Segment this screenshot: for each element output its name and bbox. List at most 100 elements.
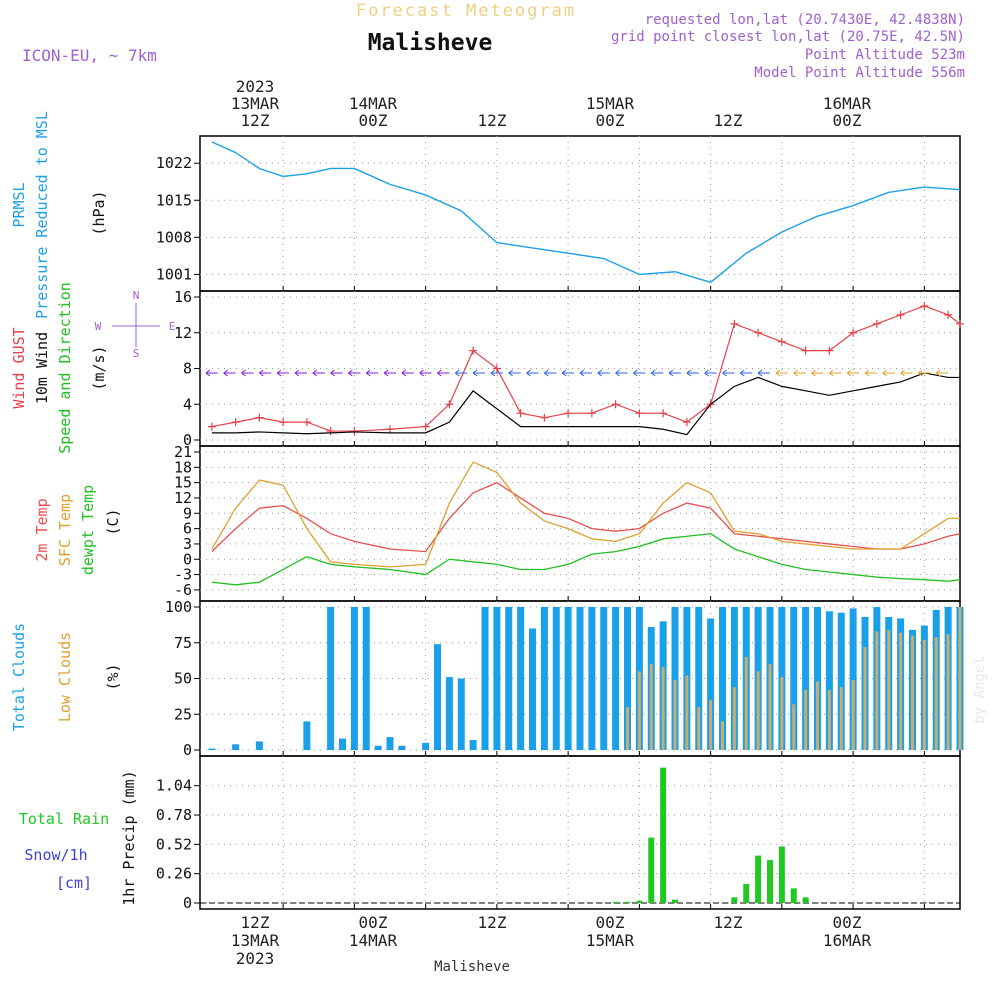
wind-direction-arrow [401, 369, 414, 377]
wind-ytick-label: 12 [174, 324, 192, 342]
wind-direction-arrow [241, 369, 254, 377]
wind-direction-arrow [668, 369, 681, 377]
compass-s: S [133, 347, 140, 360]
wind-label-2: 10m Wind [33, 332, 51, 404]
gust-marker [944, 310, 953, 319]
low-cloud-bar [863, 647, 867, 750]
wind-direction-arrow [544, 369, 557, 377]
total-cloud-bar [208, 748, 216, 750]
total-cloud-bar [232, 744, 240, 750]
total-cloud-bar [576, 607, 584, 750]
temp-ytick-label: -3 [174, 566, 192, 584]
wind-direction-arrow [276, 369, 290, 377]
total-cloud-bar [825, 611, 833, 750]
total-cloud-bar [719, 607, 726, 750]
wind-ytick-label: 4 [183, 395, 192, 413]
rain-bar [802, 897, 809, 903]
total-cloud-bar [552, 607, 560, 750]
gust-marker [350, 427, 359, 436]
prmsl-line [211, 141, 961, 284]
total-cloud-bar [790, 607, 798, 750]
precip-ytick-label: 1.04 [156, 777, 192, 795]
wind-direction-arrow [330, 369, 343, 377]
bottom-year: 2023 [236, 949, 275, 968]
low-cloud-bar [839, 687, 843, 750]
wind-direction-arrow [739, 369, 753, 377]
wind-plot: 0 4 8 12 16 [174, 288, 964, 449]
low-cloud-bar [780, 677, 784, 750]
clouds-ytick-label: 100 [165, 598, 192, 616]
top-year: 2023 [236, 77, 275, 96]
wind-direction-arrow [312, 369, 325, 377]
total-cloud-bar [588, 607, 596, 750]
total-cloud-bar [564, 607, 572, 750]
bottom-label-2-l2: 14MAR [349, 931, 398, 950]
wind-direction-arrow [615, 369, 628, 377]
total-cloud-bar [422, 742, 430, 750]
total-cloud-bar [624, 607, 631, 750]
low-cloud-bar [922, 639, 926, 750]
total-cloud-bar [445, 677, 453, 750]
clouds-ytick-label: 25 [174, 705, 192, 723]
footer-location: Malisheve [434, 959, 510, 975]
rain-bar [624, 901, 631, 903]
wind-direction-arrow [490, 369, 503, 377]
bottom-label-3-l1: 12Z [478, 913, 507, 932]
total-cloud-bar [849, 608, 857, 750]
temp-ytick-label: 3 [183, 535, 192, 553]
top-label-5-l2: 12Z [714, 111, 743, 130]
gridpoint-coords: grid point closest lon,lat (20.75E, 42.5… [611, 29, 965, 45]
top-label-2-l1: 14MAR [349, 94, 398, 113]
total-cloud-bar [469, 739, 477, 750]
gust-marker [492, 364, 501, 373]
temp-ytick-label: 0 [183, 550, 192, 568]
rain-bar [767, 860, 773, 903]
low-cloud-bar [958, 607, 962, 750]
low-cloud-bar [816, 681, 819, 750]
top-label-3-l2: 12Z [478, 111, 507, 130]
pressure-ytick-label: 1015 [156, 191, 192, 209]
temp-ytick-label: 15 [174, 474, 192, 492]
top-label-1-l2: 12Z [241, 111, 270, 130]
precip-label-1: Total Rain [19, 810, 109, 828]
total-cloud-bar [540, 607, 548, 750]
low-cloud-bar [934, 637, 938, 750]
model-label: ICON-EU, ~ 7km [22, 46, 157, 65]
top-label-4-l2: 00Z [596, 111, 625, 130]
gust-marker [611, 400, 620, 409]
compass-icon: N S W E [95, 289, 176, 360]
gust-marker [920, 301, 929, 310]
gust-marker [302, 418, 311, 427]
wind-direction-arrow [775, 369, 788, 377]
bottom-label-6-l2: 16MAR [823, 931, 872, 950]
total-cloud-bar [434, 644, 441, 750]
bottom-label-4-l2: 15MAR [586, 931, 635, 950]
total-cloud-bar [612, 607, 620, 750]
temp-ytick-label: 12 [174, 489, 192, 507]
wind-direction-arrow [205, 369, 218, 377]
temp-ytick-label: 21 [174, 443, 192, 461]
wind-direction-arrow [526, 369, 539, 377]
low-cloud-bar [827, 689, 831, 750]
wind-direction-arrow [900, 369, 913, 377]
gust-marker [730, 319, 739, 328]
total-cloud-bar [481, 607, 489, 750]
top-label-1-l1: 13MAR [231, 94, 280, 113]
wind-ytick-label: 8 [183, 360, 192, 378]
wind-ytick-label: 0 [183, 431, 192, 449]
total-cloud-bar [327, 607, 335, 750]
precip-plot: 0 0.26 0.52 0.78 1.04 [156, 756, 960, 912]
rain-bar [755, 855, 762, 903]
gust-marker [540, 413, 549, 422]
pressure-ytick-label: 1008 [156, 228, 192, 246]
wind-direction-arrow [348, 369, 361, 377]
total-cloud-bar [707, 618, 715, 750]
pressure-panel: 1001 1008 1015 1022 [156, 135, 961, 292]
gust-marker [326, 427, 335, 436]
total-cloud-bar [814, 607, 821, 750]
low-cloud-bar [911, 635, 914, 750]
low-cloud-bar [685, 675, 689, 750]
wind-direction-arrow [864, 369, 877, 377]
wind-direction-arrow [454, 369, 468, 377]
precip-unit: 1hr Precip (mm) [120, 770, 138, 905]
